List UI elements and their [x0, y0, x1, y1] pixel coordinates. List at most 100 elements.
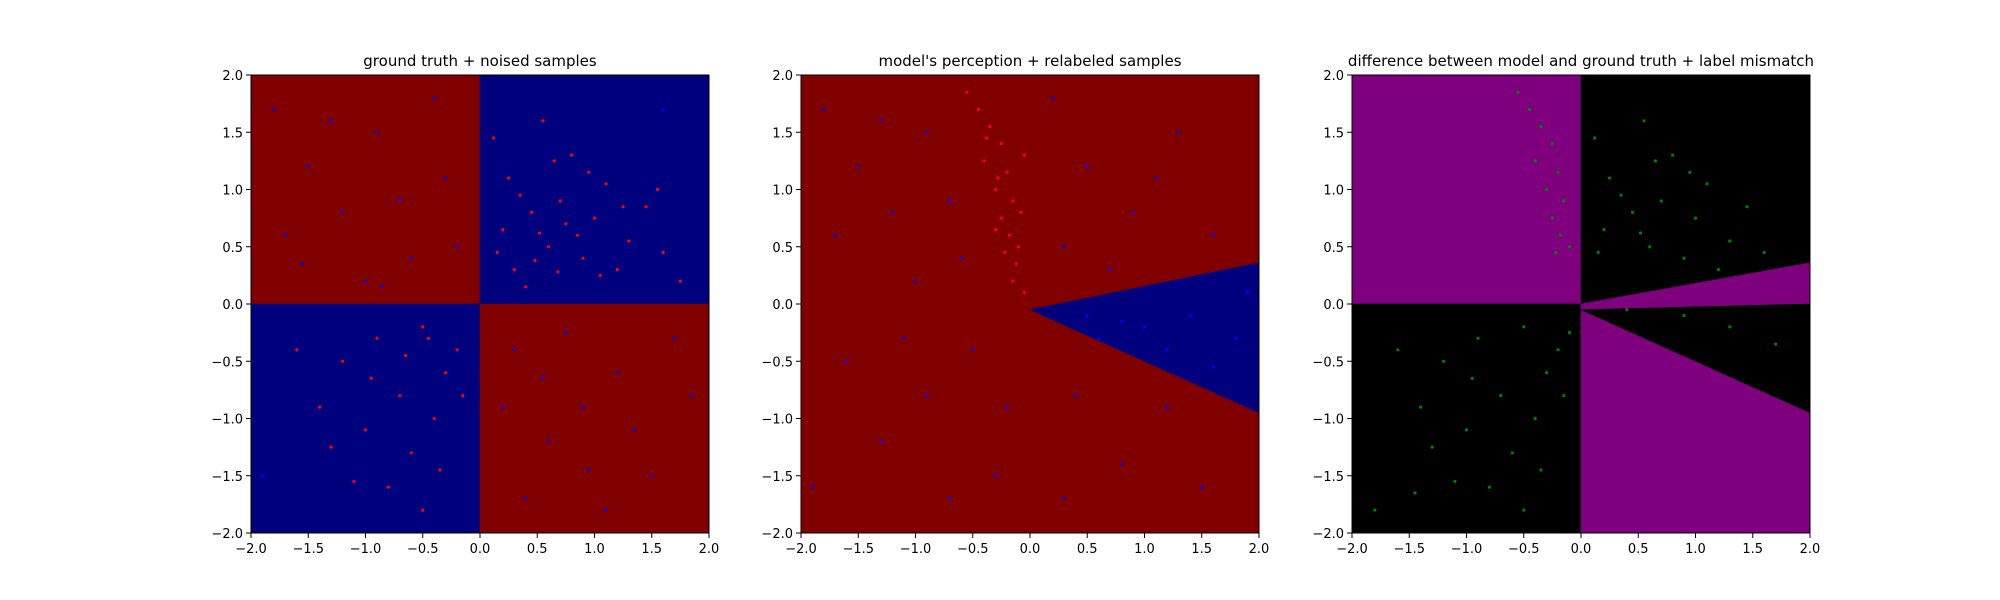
panel-model-perception: model's perception + relabeled samples −… [761, 52, 1269, 557]
data-point [1011, 279, 1015, 283]
y-tick-label: 2.0 [1323, 69, 1344, 84]
data-point [1245, 290, 1250, 295]
data-point [1745, 205, 1749, 209]
data-point [604, 508, 608, 512]
data-point [556, 270, 560, 274]
x-tick-label: 1.5 [1742, 542, 1763, 557]
data-point [552, 159, 557, 163]
data-point [495, 250, 499, 255]
data-point [1556, 170, 1560, 174]
data-point [547, 245, 551, 249]
data-point [1373, 508, 1377, 512]
data-point [891, 210, 895, 214]
plot-area: −2.0 −1.5 −1.0 −0.5 0.0 0.5 1.0 1.5 2.0−2.0−1.5−… [761, 69, 1269, 557]
data-point [581, 256, 585, 260]
data-point [1522, 508, 1526, 512]
data-point [409, 256, 413, 260]
data-point [1188, 313, 1192, 318]
data-point [1200, 485, 1204, 489]
data-point [999, 142, 1004, 146]
data-point [810, 485, 815, 489]
x-tick-label: −1.5 [1393, 542, 1425, 557]
data-point [537, 231, 542, 235]
data-point [375, 130, 379, 134]
data-point [1177, 130, 1181, 134]
data-point [375, 336, 379, 340]
data-point [1062, 245, 1066, 249]
data-point [398, 394, 402, 398]
data-point [283, 233, 287, 237]
x-tick-label: 1.5 [641, 542, 662, 557]
data-point [1005, 405, 1009, 409]
data-point [1019, 210, 1023, 214]
y-tick-label: 0.0 [772, 298, 793, 313]
data-point [615, 268, 620, 272]
data-point [1014, 262, 1018, 266]
x-tick-label: 2.0 [1249, 542, 1270, 557]
data-point [1234, 336, 1238, 340]
data-point [295, 348, 299, 352]
data-point [994, 187, 998, 192]
x-tick-label: −0.5 [1508, 542, 1540, 557]
series-1 [260, 96, 694, 512]
y-tick-label: 0.0 [222, 298, 243, 313]
data-point [1642, 119, 1646, 123]
y-tick-label: −1.0 [211, 413, 243, 428]
data-point [1533, 416, 1537, 421]
data-point [690, 394, 694, 398]
data-point [1464, 428, 1469, 432]
y-tick-label: 1.5 [772, 126, 793, 141]
data-point [994, 474, 998, 478]
x-tick-label: 1.0 [1685, 542, 1706, 557]
data-point [507, 176, 511, 180]
y-tick-label: 2.0 [222, 69, 243, 84]
data-point [1562, 199, 1566, 203]
data-point [541, 376, 545, 380]
data-point [1007, 233, 1012, 237]
data-point [988, 124, 992, 129]
data-point [1682, 313, 1686, 318]
data-point [650, 474, 654, 478]
data-point [570, 153, 574, 157]
x-tick-label: 1.5 [1191, 542, 1212, 557]
data-point [1567, 245, 1572, 249]
data-point [994, 228, 998, 232]
data-point [1522, 325, 1526, 329]
data-point [421, 325, 425, 329]
data-point [1659, 199, 1663, 203]
data-point [1728, 239, 1732, 243]
y-tick-label: −2.0 [211, 527, 243, 542]
data-point [833, 233, 838, 237]
data-point [1550, 216, 1554, 220]
background-regions [250, 74, 710, 534]
data-point [1556, 348, 1560, 352]
data-point [1716, 268, 1720, 272]
data-point [1470, 376, 1474, 380]
y-axis: −2.0 −1.5 −1.0 −0.5 0.0 0.5 1.0 1.5 2.0 [211, 69, 251, 542]
data-point [306, 165, 310, 169]
data-point [1728, 325, 1732, 329]
data-point [1619, 193, 1623, 197]
data-point [501, 405, 505, 409]
chart-title: ground truth + noised samples [363, 52, 597, 70]
series-0 [965, 90, 1026, 295]
data-point [1120, 319, 1124, 323]
y-tick-label: −0.5 [1312, 355, 1344, 370]
data-point [1142, 325, 1147, 329]
data-point [329, 119, 333, 123]
plot-area: −2.0 −1.5 −1.0 −0.5 0.0 0.5 1.0 1.5 2.0−2.0−1.5−… [211, 69, 719, 557]
x-tick-label: −1.5 [842, 542, 874, 557]
x-tick-label: −1.0 [350, 542, 382, 557]
data-point [984, 136, 989, 140]
data-point [363, 279, 368, 283]
data-point [518, 193, 522, 197]
data-point [1430, 445, 1434, 449]
y-tick-label: −1.5 [211, 470, 243, 485]
chart-title: difference between model and ground trut… [1348, 52, 1814, 70]
y-tick-label: −2.0 [1312, 527, 1344, 542]
data-point [492, 136, 496, 140]
data-point [1453, 479, 1457, 484]
data-point [524, 497, 528, 501]
data-point [1165, 405, 1169, 409]
